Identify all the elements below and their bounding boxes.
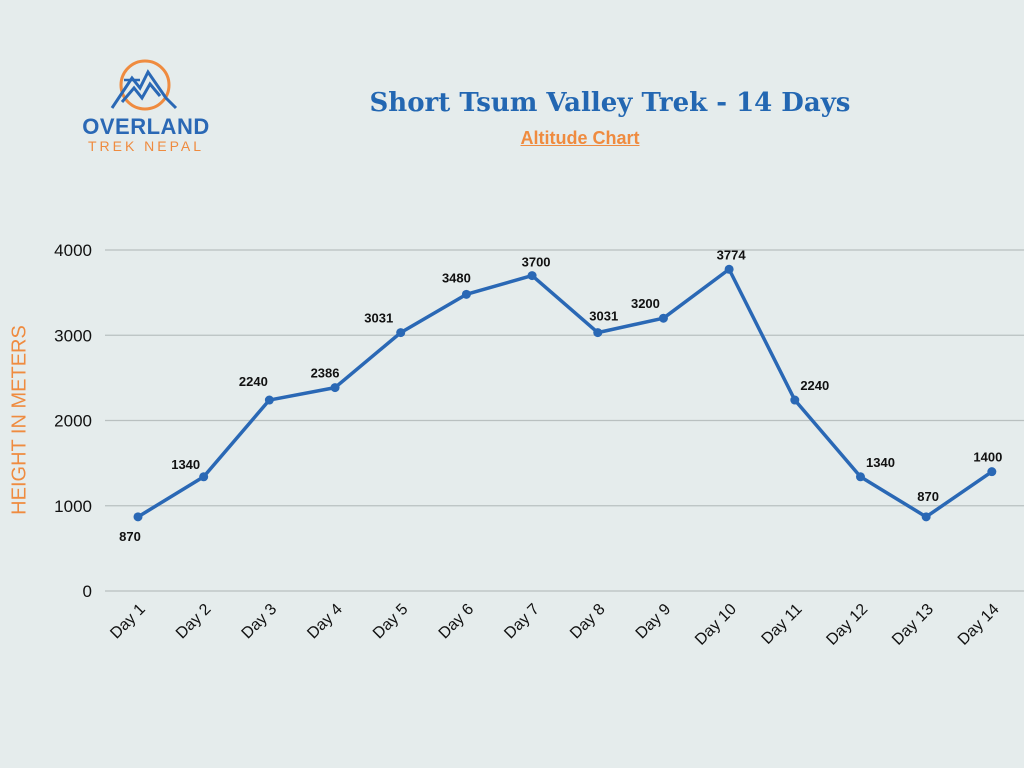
y-tick-label: 1000	[54, 497, 92, 516]
x-tick-label: Day 8	[567, 601, 609, 643]
data-point	[330, 383, 340, 393]
logo-tagline: TREK NEPAL	[87, 138, 205, 154]
data-label: 2386	[311, 366, 340, 381]
data-label: 3480	[442, 270, 471, 285]
data-point	[199, 472, 209, 482]
logo-name: OVERLAND	[82, 114, 210, 139]
data-point	[658, 313, 668, 323]
x-tick-label: Day 3	[239, 601, 281, 643]
mountain-logo-icon	[110, 59, 178, 111]
y-tick-label: 2000	[54, 412, 92, 431]
data-point	[921, 512, 931, 522]
x-tick-label: Day 7	[501, 601, 543, 643]
data-point	[987, 467, 997, 477]
x-tick-label: Day 14	[955, 601, 1003, 649]
y-tick-label: 3000	[54, 326, 92, 345]
x-tick-label: Day 13	[889, 601, 937, 649]
x-tick-label: Day 12	[823, 601, 871, 649]
data-label: 3031	[589, 309, 618, 324]
data-point	[264, 395, 274, 405]
x-tick-label: Day 6	[436, 601, 478, 643]
data-point	[527, 271, 537, 281]
x-tick-label: Day 10	[692, 601, 740, 649]
data-label: 1340	[866, 455, 895, 470]
x-tick-label: Day 4	[304, 601, 346, 643]
data-label: 1340	[171, 457, 200, 472]
data-label: 3031	[364, 311, 393, 326]
data-label: 1400	[973, 450, 1002, 465]
data-point	[724, 264, 734, 274]
x-tick-label: Day 9	[633, 601, 675, 643]
y-tick-label: 0	[83, 582, 92, 601]
data-point	[461, 289, 471, 299]
altitude-line	[137, 267, 993, 519]
chart-title: Short Tsum Valley Trek - 14 Days	[369, 88, 851, 118]
company-logo: OVERLAND TREK NEPAL	[76, 58, 216, 154]
x-tick-label: Day 1	[107, 601, 149, 643]
data-label: 2240	[239, 374, 268, 389]
data-label: 3200	[631, 296, 660, 311]
x-tick-label: Day 2	[173, 601, 215, 643]
data-point	[133, 512, 143, 522]
data-point	[790, 395, 800, 405]
chart-subtitle: Altitude Chart	[520, 128, 640, 148]
y-tick-label: 4000	[54, 241, 92, 260]
data-point	[855, 472, 865, 482]
data-label: 2240	[800, 378, 829, 393]
x-tick-label: Day 11	[759, 601, 806, 648]
data-label: 870	[119, 529, 141, 544]
data-point	[593, 328, 603, 338]
data-label: 3700	[522, 255, 551, 270]
data-label: 870	[917, 489, 939, 504]
data-point	[396, 328, 406, 338]
x-tick-label: Day 5	[370, 601, 412, 643]
data-label: 3774	[717, 247, 747, 262]
